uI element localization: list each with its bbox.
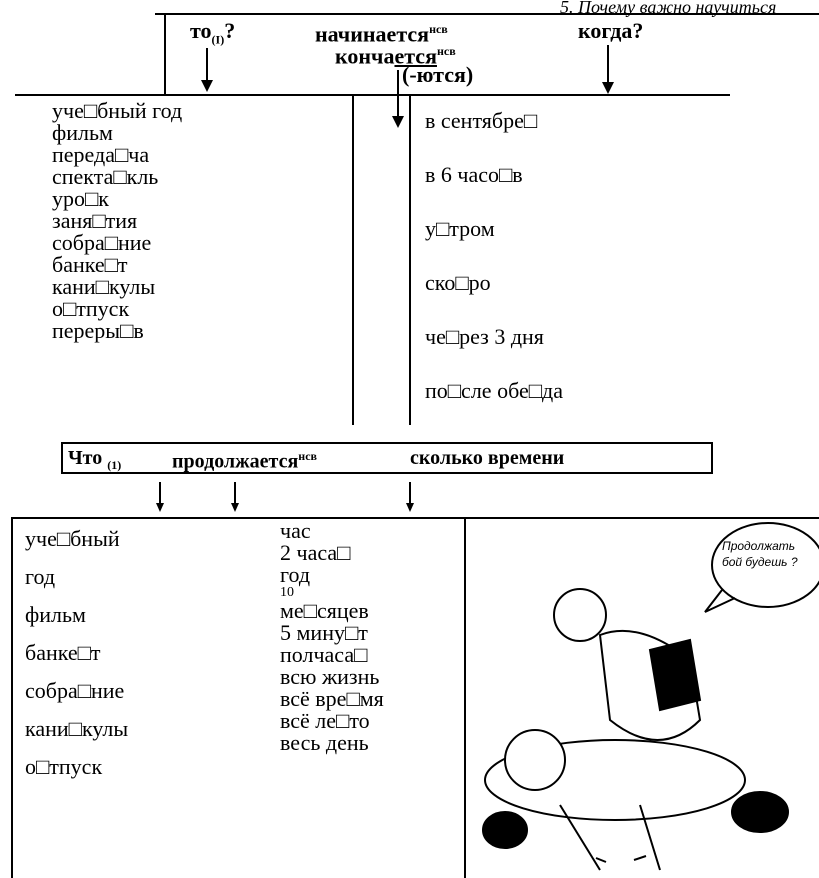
duration-item: весь день xyxy=(280,730,369,755)
text: Что xyxy=(68,447,103,469)
superscript: нсв xyxy=(298,449,318,463)
subject-item: год xyxy=(25,564,56,589)
subject-item: кани□кулы xyxy=(52,274,156,299)
speech-bubble: Продолжать бой будешь ? xyxy=(722,539,798,569)
subject-item: заня□тия xyxy=(52,208,138,233)
time-item: по□сле обе□да xyxy=(425,378,563,403)
subject-item: уче□бный xyxy=(25,526,120,551)
time-item: че□рез 3 дня xyxy=(425,324,544,349)
header-question: сколько времени xyxy=(410,447,565,469)
cartoon xyxy=(482,522,819,871)
subject-item: фильм xyxy=(52,120,113,145)
header-who: Что (1) xyxy=(68,447,121,476)
subject-item: банке□т xyxy=(52,252,128,277)
subject-item: уче□бный год xyxy=(52,98,183,123)
subject-item: спекта□кль xyxy=(52,164,159,189)
text: то xyxy=(190,18,212,43)
subject-item: переры□в xyxy=(52,318,144,343)
ending: ется xyxy=(394,43,437,69)
duration-item: всё вре□мя xyxy=(280,686,384,711)
duration-item: всё ле□то xyxy=(280,708,370,733)
header-plural: (-ются) xyxy=(402,62,474,87)
header-verb: продолжаетсянсв xyxy=(172,445,317,473)
subject-item: фильм xyxy=(25,602,86,627)
superscript: нсв xyxy=(436,44,456,58)
duration-item: час xyxy=(280,518,311,543)
time-item: ско□ро xyxy=(425,270,491,295)
text: продолжается xyxy=(172,450,299,473)
subject-item: о□тпуск xyxy=(25,754,103,779)
header-verb: начинаетсянсв xyxy=(315,18,448,45)
text: начинается xyxy=(315,21,430,47)
duration-item: всю жизнь xyxy=(280,664,380,689)
subscript: (1) xyxy=(107,458,122,472)
subject-item: уро□к xyxy=(52,186,109,211)
duration-item: год xyxy=(280,562,311,587)
subject-item: собра□ние xyxy=(25,678,125,703)
duration-item: 5 мину□т xyxy=(280,620,368,645)
subject-item: собра□ние xyxy=(52,230,152,255)
subject-item: о□тпуск xyxy=(52,296,130,321)
subject-item: банке□т xyxy=(25,640,101,665)
note: 5. Почему важно научиться xyxy=(560,0,777,17)
header-who: то(I)? xyxy=(190,20,235,50)
time-item: у□тром xyxy=(425,216,495,241)
duration-item: полчаса□ xyxy=(280,642,368,667)
header-question: когда? xyxy=(578,18,644,43)
duration-item: 2 часа□ xyxy=(280,540,351,565)
superscript: нсв xyxy=(429,22,448,36)
text: ? xyxy=(224,18,236,43)
subject-item: переда□ча xyxy=(52,142,150,167)
duration-item: 10 xyxy=(280,585,294,600)
subscript: (I) xyxy=(211,32,225,47)
duration-item: ме□сяцев xyxy=(280,598,369,623)
header-verb: кончаетсянсв xyxy=(335,40,456,67)
time-item: в 6 часо□в xyxy=(425,162,523,187)
subject-item: кани□кулы xyxy=(25,716,129,741)
text: конча xyxy=(335,43,395,69)
time-item: в сентябре□ xyxy=(425,108,538,133)
